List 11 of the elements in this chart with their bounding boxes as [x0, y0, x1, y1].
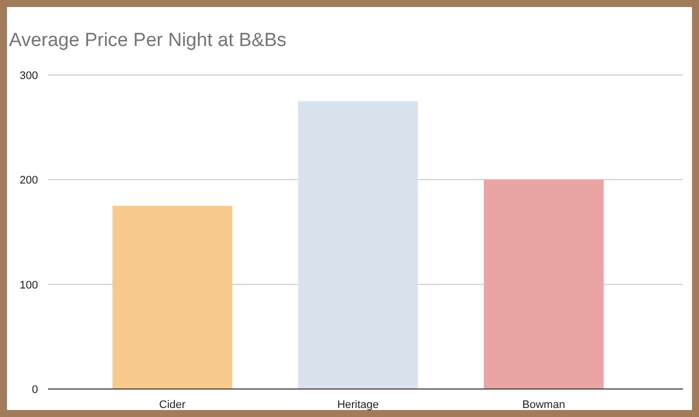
- y-tick-label: 0: [32, 384, 38, 396]
- y-tick-label: 100: [20, 279, 38, 292]
- x-tick-label: Bowman: [522, 399, 566, 411]
- bar: [298, 101, 418, 389]
- x-tick-label: Cider: [159, 399, 186, 411]
- y-tick-label: 300: [20, 70, 38, 82]
- bar: [484, 180, 604, 389]
- bar: [112, 206, 232, 389]
- chart-title: Average Price Per Night at B&Bs: [9, 30, 286, 51]
- x-tick-label: Heritage: [337, 399, 379, 411]
- y-tick-label: 200: [20, 174, 38, 187]
